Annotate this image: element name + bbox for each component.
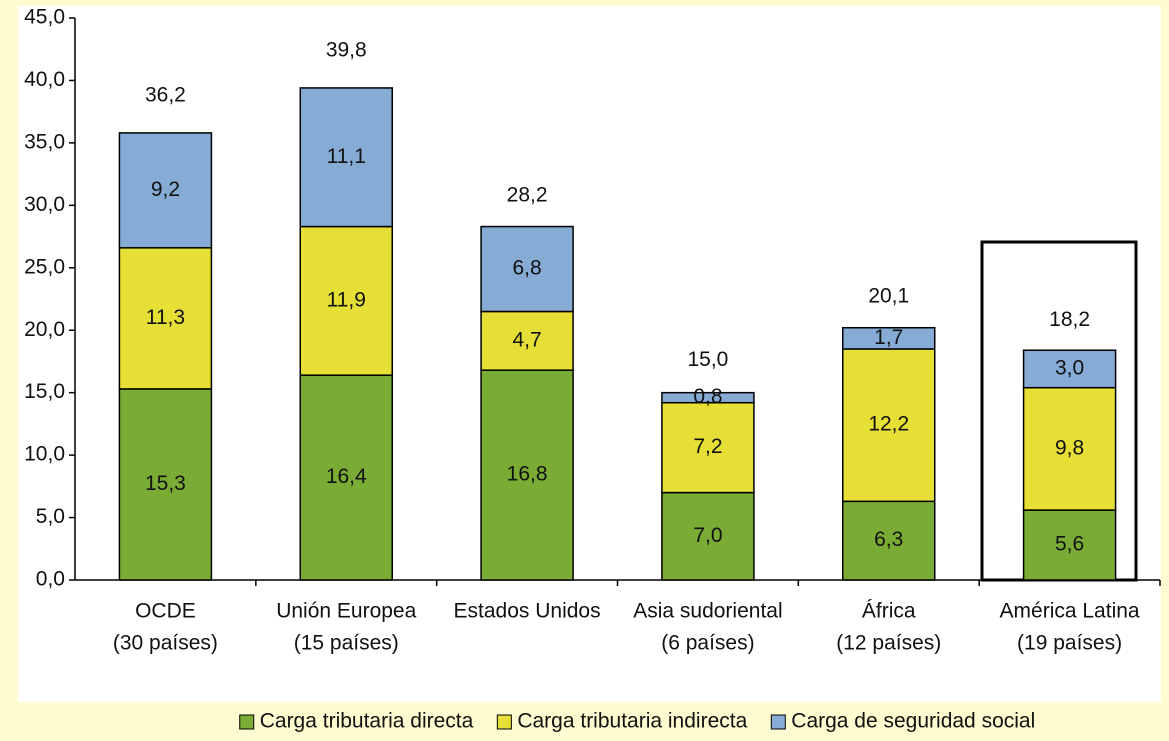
bar-segment bbox=[118, 388, 213, 581]
x-tick-label: (19 países) bbox=[1017, 632, 1122, 655]
bar-segment bbox=[661, 401, 755, 494]
legend-swatch bbox=[496, 714, 512, 730]
bar-segment bbox=[480, 310, 574, 371]
bar-segment bbox=[842, 348, 936, 503]
x-tick-label: África bbox=[862, 600, 916, 623]
bar-segment bbox=[480, 369, 574, 581]
x-tick-label: OCDE bbox=[135, 600, 196, 623]
bar-segment bbox=[1022, 386, 1117, 511]
legend-label: Carga tributaria indirecta bbox=[517, 710, 747, 733]
value-label: 11,9 bbox=[327, 288, 366, 311]
value-label: 9,8 bbox=[1055, 436, 1084, 459]
value-label: 16,4 bbox=[326, 465, 367, 488]
value-label: 15,3 bbox=[145, 472, 186, 495]
x-tick-label: (30 países) bbox=[113, 632, 218, 655]
legend-label: Carga de seguridad social bbox=[791, 710, 1035, 733]
bar-segment bbox=[661, 391, 755, 404]
value-label: 6,3 bbox=[874, 528, 903, 551]
y-tick-label: 20,0 bbox=[24, 318, 65, 341]
x-tick-label: Estados Unidos bbox=[454, 600, 601, 623]
value-label: 6,8 bbox=[512, 257, 541, 280]
bar-segment bbox=[661, 491, 755, 581]
value-label: 1,7 bbox=[874, 326, 903, 349]
x-tick-label: Unión Europea bbox=[276, 600, 416, 623]
value-label: 16,8 bbox=[507, 463, 548, 486]
x-tick-label: (12 países) bbox=[836, 632, 941, 655]
x-tick-label: América Latina bbox=[1000, 600, 1140, 623]
value-label: 7,2 bbox=[693, 435, 722, 458]
bar-segment bbox=[842, 326, 936, 350]
value-label: 0,8 bbox=[693, 385, 722, 408]
y-tick-label: 0,0 bbox=[36, 568, 65, 591]
y-tick-label: 25,0 bbox=[24, 255, 65, 278]
value-label: 3,0 bbox=[1055, 356, 1084, 379]
value-label: 5,6 bbox=[1055, 533, 1084, 556]
value-label: 11,1 bbox=[327, 145, 366, 168]
x-tick-label: (6 países) bbox=[661, 632, 754, 655]
value-label: 7,0 bbox=[693, 524, 722, 547]
bar-segment bbox=[118, 132, 213, 249]
y-tick-label: 35,0 bbox=[24, 130, 65, 153]
bar-segment bbox=[299, 374, 393, 581]
x-tick-label: Asia sudoriental bbox=[633, 600, 782, 623]
y-tick-label: 30,0 bbox=[24, 193, 65, 216]
value-label: 9,2 bbox=[151, 178, 180, 201]
total-label: 18,2 bbox=[1049, 308, 1090, 331]
total-label: 28,2 bbox=[507, 183, 548, 206]
value-label: 12,2 bbox=[868, 413, 909, 436]
legend-swatch bbox=[770, 714, 786, 730]
total-label: 15,0 bbox=[687, 348, 728, 371]
value-label: 4,7 bbox=[512, 328, 541, 351]
total-label: 39,8 bbox=[326, 38, 367, 61]
total-label: 36,2 bbox=[145, 83, 186, 106]
total-label: 20,1 bbox=[868, 285, 909, 308]
y-tick-label: 45,0 bbox=[24, 6, 65, 29]
y-tick-label: 10,0 bbox=[24, 443, 65, 466]
value-label: 11,3 bbox=[146, 306, 185, 329]
legend-label: Carga tributaria directa bbox=[260, 710, 474, 733]
bar-segment bbox=[480, 225, 574, 313]
y-tick-label: 15,0 bbox=[24, 380, 65, 403]
x-tick-label: (15 países) bbox=[294, 632, 399, 655]
bar-segment bbox=[299, 87, 393, 228]
y-tick-label: 5,0 bbox=[36, 505, 65, 528]
bar-segment bbox=[1022, 349, 1117, 389]
bar-segment bbox=[299, 225, 393, 376]
bar-segment bbox=[118, 247, 213, 390]
bar-segment bbox=[1022, 509, 1117, 581]
legend-swatch bbox=[239, 714, 255, 730]
y-tick-label: 40,0 bbox=[24, 68, 65, 91]
